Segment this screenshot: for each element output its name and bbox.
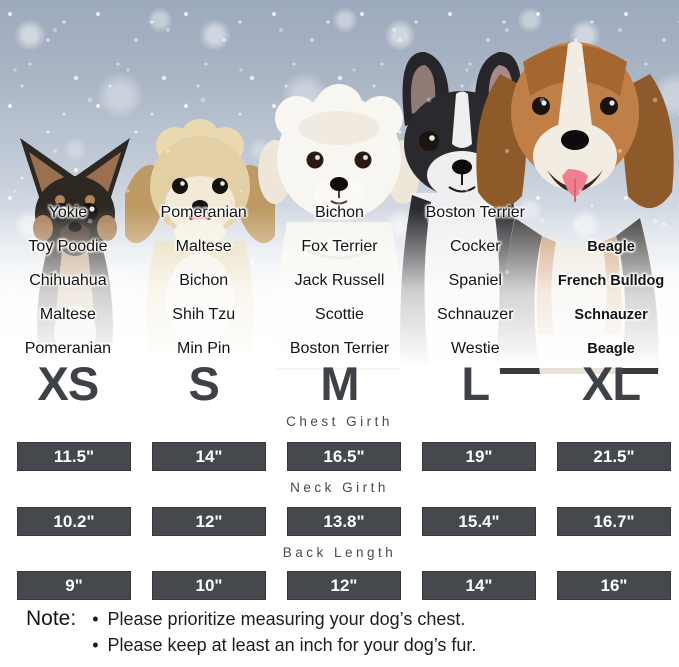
- breed-label: Chihuahua: [29, 272, 107, 289]
- breed-label: Maltese: [39, 306, 96, 323]
- neck-girth-row: 10.2" 12" 13.8" 15.4" 16.7": [0, 507, 679, 536]
- hero-white-fade: [0, 208, 679, 368]
- note-item: Please prioritize measuring your dog’s c…: [92, 606, 476, 632]
- breed-label: Maltese: [175, 238, 232, 255]
- breed-label: Pomeranian: [160, 204, 247, 221]
- measurement-value: 9": [17, 571, 131, 600]
- breed-column-s: Pomeranian Maltese Bichon Shih Tzu Min P…: [136, 196, 272, 366]
- breed-column-l: Boston Terrier Cocker Spaniel Schnauzer …: [407, 196, 543, 366]
- size-label-xs: XS: [37, 357, 100, 410]
- neck-girth-heading: Neck Girth: [290, 480, 389, 495]
- breed-label: Scottie: [315, 306, 364, 323]
- breed-label: Beagle: [587, 239, 635, 255]
- breed-column-m: Bichon Fox Terrier Jack Russell Scottie …: [272, 196, 408, 366]
- back-length-row: 9" 10" 12" 14" 16": [0, 571, 679, 600]
- breed-label: Boston Terrier: [425, 204, 525, 221]
- size-label-xl: XL: [582, 357, 641, 410]
- breed-label: Fox Terrier: [301, 238, 378, 255]
- measurement-value: 19": [422, 442, 536, 471]
- chest-girth-heading: Chest Girth: [286, 414, 393, 429]
- measurement-value: 15.4": [422, 507, 536, 536]
- size-labels-row: XS S M L XL: [0, 358, 679, 410]
- breed-label: Shih Tzu: [172, 306, 236, 323]
- measurement-value: 11.5": [17, 442, 131, 471]
- measurement-value: 14": [152, 442, 266, 471]
- measurement-value: 16": [557, 571, 671, 600]
- breed-label: Jack Russell: [294, 272, 385, 289]
- note-label: Note:: [26, 607, 77, 630]
- breed-label: Cocker: [449, 238, 501, 255]
- measurement-value: 16.7": [557, 507, 671, 536]
- breed-column-xs: Yokie Toy Poodie Chihuahua Maltese Pomer…: [0, 196, 136, 366]
- measurement-value: 12": [152, 507, 266, 536]
- breed-label: Toy Poodie: [28, 238, 108, 255]
- measurement-value: 10.2": [17, 507, 131, 536]
- breed-label: Beagle: [587, 341, 635, 357]
- breed-label: Boston Terrier: [289, 340, 390, 357]
- breed-label: Schnauzer: [574, 307, 648, 323]
- breed-label: Westie: [450, 340, 500, 357]
- size-label-l: L: [461, 357, 490, 410]
- size-label-m: M: [320, 357, 359, 410]
- note-list: Please prioritize measuring your dog’s c…: [92, 606, 477, 658]
- note-item: Please keep at least an inch for your do…: [92, 632, 477, 658]
- chest-girth-row: 11.5" 14" 16.5" 19" 21.5": [0, 442, 679, 471]
- breed-label: Min Pin: [177, 340, 231, 357]
- breed-label: Yokie: [48, 204, 88, 221]
- back-length-heading: Back Length: [282, 545, 397, 560]
- breed-label: Pomeranian: [24, 340, 112, 357]
- measurement-value: 12": [287, 571, 401, 600]
- measurement-value: 21.5": [557, 442, 671, 471]
- measurement-value: 16.5": [287, 442, 401, 471]
- breed-label: French Bulldog: [557, 273, 665, 289]
- breed-label: Bichon: [179, 272, 229, 289]
- note-section: Note: Please prioritize measuring your d…: [26, 606, 476, 658]
- measurement-value: 14": [422, 571, 536, 600]
- hero-snow-scene: Yokie Toy Poodie Chihuahua Maltese Pomer…: [0, 0, 679, 374]
- measurement-value: 13.8": [287, 507, 401, 536]
- breed-column-xl: Beagle French Bulldog Schnauzer Beagle: [543, 196, 679, 366]
- size-label-s: S: [188, 357, 220, 410]
- breed-label: Bichon: [315, 204, 364, 221]
- breed-label: Spaniel: [448, 272, 502, 289]
- measurement-value: 10": [152, 571, 266, 600]
- breed-lists: Yokie Toy Poodie Chihuahua Maltese Pomer…: [0, 196, 679, 366]
- breed-label: Schnauzer: [437, 306, 514, 323]
